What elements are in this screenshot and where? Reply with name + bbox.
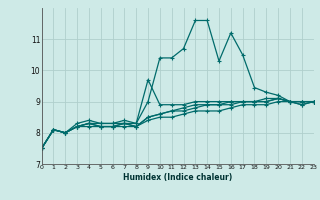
X-axis label: Humidex (Indice chaleur): Humidex (Indice chaleur) [123, 173, 232, 182]
